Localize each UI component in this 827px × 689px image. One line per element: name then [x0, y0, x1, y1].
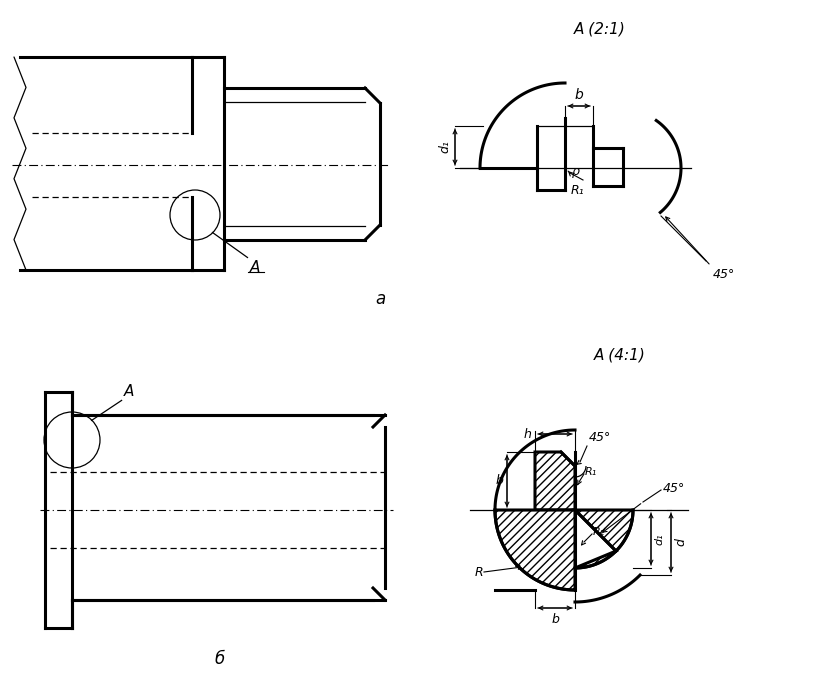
Text: R₂: R₂	[593, 527, 605, 537]
Text: A (2:1): A (2:1)	[574, 22, 626, 37]
Text: R: R	[475, 566, 483, 579]
Polygon shape	[535, 452, 575, 510]
Text: R₁: R₁	[585, 467, 597, 477]
Text: $\rho$: $\rho$	[571, 166, 581, 180]
Text: A: A	[250, 260, 260, 274]
Text: d₁: d₁	[654, 533, 664, 545]
Text: A (4:1): A (4:1)	[594, 348, 646, 363]
Text: R₁: R₁	[571, 184, 585, 197]
Polygon shape	[575, 510, 633, 568]
Text: б: б	[215, 650, 225, 668]
Text: b: b	[495, 475, 503, 488]
Text: A: A	[123, 384, 134, 400]
Text: 45°: 45°	[713, 268, 735, 281]
Text: 45°: 45°	[663, 482, 686, 495]
Text: b: b	[551, 613, 559, 626]
Polygon shape	[495, 510, 575, 590]
Text: b: b	[575, 88, 583, 102]
Text: d₁: d₁	[438, 141, 451, 154]
Text: 45°: 45°	[589, 431, 611, 444]
Text: h: h	[523, 427, 531, 440]
Text: a: a	[375, 290, 385, 308]
Text: d: d	[674, 539, 687, 546]
